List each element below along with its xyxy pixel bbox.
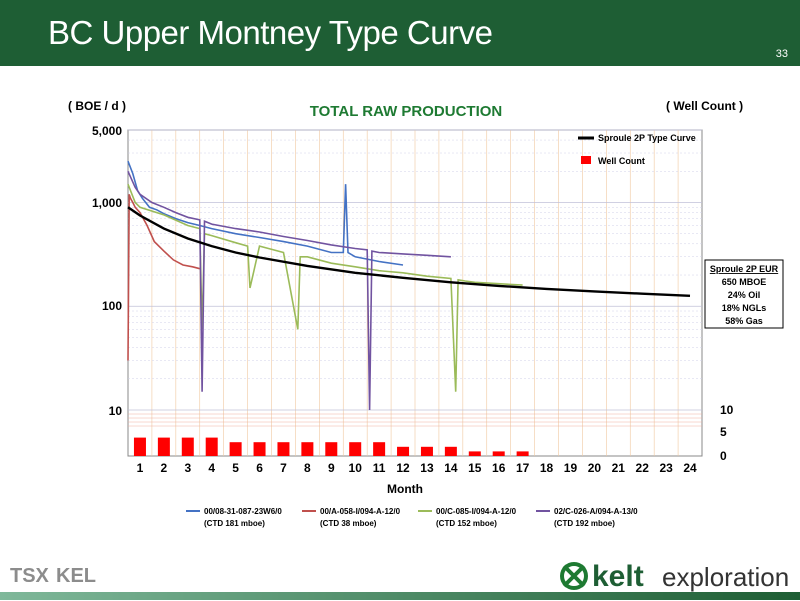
kelt-logo: kelt exploration xyxy=(556,556,796,601)
chart-title: TOTAL RAW PRODUCTION xyxy=(310,103,503,120)
x-tick-label: 4 xyxy=(208,461,215,475)
x-tick-label: 12 xyxy=(396,461,410,475)
legend-series-name: 02/C-026-A/094-A-13/0 xyxy=(554,507,638,516)
legend-type-curve: Sproule 2P Type Curve xyxy=(598,133,696,143)
well-count-bar xyxy=(349,442,362,456)
legend-series-name: 00/C-085-I/094-A-12/0 xyxy=(436,507,517,516)
well-count-bar xyxy=(492,451,505,456)
x-tick-label: 13 xyxy=(420,461,434,475)
well-count-bar xyxy=(444,446,457,456)
series-line xyxy=(127,170,451,411)
x-tick-label: 9 xyxy=(328,461,335,475)
series-lines xyxy=(127,160,691,411)
legend-series-name: 00/08-31-087-23W6/0 xyxy=(204,507,282,516)
well-count-bar xyxy=(181,437,194,456)
type-curve-line xyxy=(127,206,691,297)
well-count-bar xyxy=(420,446,433,456)
well-count-bars xyxy=(133,437,529,456)
well-count-bar xyxy=(157,437,170,456)
y-tick-label: 100 xyxy=(102,299,122,313)
series-line xyxy=(127,160,404,266)
left-axis-label: ( BOE / d ) xyxy=(68,99,126,113)
x-tick-label: 19 xyxy=(564,461,578,475)
x-tick-label: 15 xyxy=(468,461,482,475)
series-line xyxy=(127,194,201,361)
x-tick-label: 20 xyxy=(588,461,602,475)
legend-well-count: Well Count xyxy=(598,156,645,166)
x-tick-label: 18 xyxy=(540,461,554,475)
svg-text:TSX: TSX xyxy=(10,565,50,587)
x-tick-label: 6 xyxy=(256,461,263,475)
legend-series-name: 00/A-058-I/094-A-12/0 xyxy=(320,507,401,516)
well-count-bar xyxy=(373,442,386,456)
x-tick-label: 2 xyxy=(161,461,168,475)
y-tick-label: 5,000 xyxy=(92,124,122,138)
legend-series-note: (CTD 152 mboe) xyxy=(436,519,497,528)
production-chart: ( BOE / d ) ( Well Count ) TOTAL RAW PRO… xyxy=(68,99,784,528)
slide-header: BC Upper Montney Type Curve 33 xyxy=(0,0,800,66)
eur-box: Sproule 2P EUR 650 MBOE 24% Oil 18% NGLs… xyxy=(704,259,784,329)
x-tick-label: 16 xyxy=(492,461,506,475)
eur-title: Sproule 2P EUR xyxy=(710,264,779,274)
page-number: 33 xyxy=(775,48,788,60)
x-tick-label: 10 xyxy=(349,461,363,475)
svg-text:exploration: exploration xyxy=(662,562,789,592)
well-count-bar xyxy=(397,446,410,456)
eur-line-4: 58% Gas xyxy=(725,316,763,326)
x-tick-label: 22 xyxy=(636,461,650,475)
x-tick-label: 3 xyxy=(184,461,191,475)
x-tick-label: 11 xyxy=(373,461,386,475)
x-tick-label: 21 xyxy=(612,461,626,475)
y-tick-label: 10 xyxy=(109,404,123,418)
x-tick-label: 1 xyxy=(137,461,144,475)
series-line xyxy=(127,183,523,392)
well-count-bar xyxy=(133,437,146,456)
legend-bottom: 00/08-31-087-23W6/0 (CTD 181 mboe) 00/A-05… xyxy=(186,507,638,528)
x-tick-label: 23 xyxy=(659,461,673,475)
eur-line-1: 650 MBOE xyxy=(722,277,767,287)
legend-series-note: (CTD 38 mboe) xyxy=(320,519,377,528)
x-tick-label: 14 xyxy=(444,461,458,475)
right-tick-label: 10 xyxy=(720,403,734,417)
x-tick-label: 7 xyxy=(280,461,287,475)
well-count-bar xyxy=(205,437,218,456)
legend-top-right: Sproule 2P Type Curve Well Count xyxy=(578,133,696,166)
x-tick-label: 24 xyxy=(683,461,697,475)
svg-text:KEL: KEL xyxy=(56,565,96,587)
right-axis-label: ( Well Count ) xyxy=(666,99,743,113)
well-count-bar xyxy=(301,442,314,456)
tsx-logo: TSX KEL xyxy=(8,560,98,595)
eur-line-3: 18% NGLs xyxy=(722,303,767,313)
well-count-bar xyxy=(325,442,338,456)
eur-line-2: 24% Oil xyxy=(728,290,761,300)
well-count-bar xyxy=(468,451,481,456)
kelt-knot-icon xyxy=(560,562,588,590)
footer-bar xyxy=(0,592,800,600)
x-tick-label: 5 xyxy=(232,461,239,475)
slide-title: BC Upper Montney Type Curve xyxy=(48,14,493,51)
well-count-bar xyxy=(516,451,529,456)
y-tick-label: 1,000 xyxy=(92,196,122,210)
x-tick-label: 17 xyxy=(516,461,530,475)
svg-text:kelt: kelt xyxy=(592,560,644,593)
legend-series-note: (CTD 192 mboe) xyxy=(554,519,615,528)
well-count-bar xyxy=(229,442,242,456)
right-tick-label: 5 xyxy=(720,425,727,439)
well-count-bar xyxy=(277,442,290,456)
legend-series-note: (CTD 181 mboe) xyxy=(204,519,265,528)
x-tick-label: 8 xyxy=(304,461,311,475)
well-count-bar xyxy=(253,442,266,456)
x-axis-label: Month xyxy=(387,482,423,496)
right-tick-label: 0 xyxy=(720,449,727,463)
